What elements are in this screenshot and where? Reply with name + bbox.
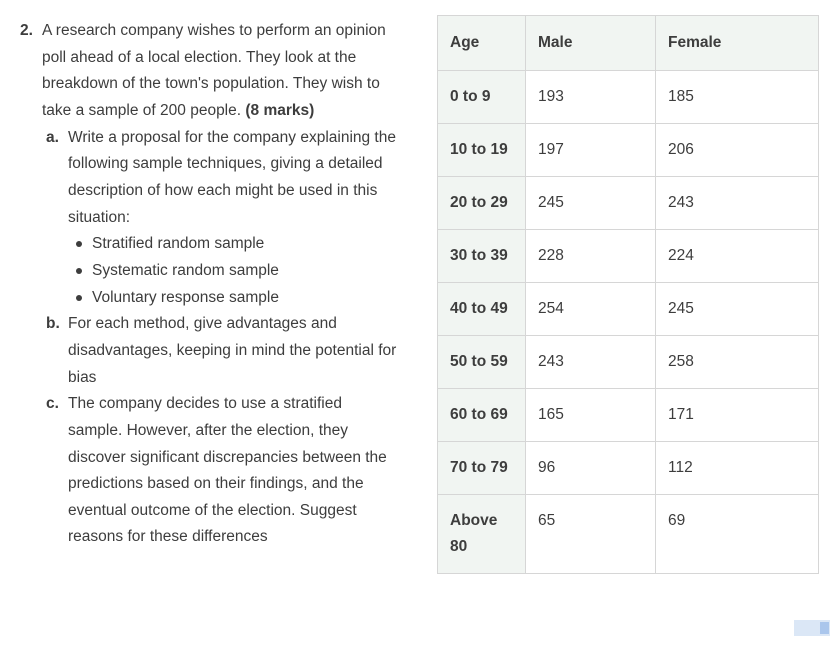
female-cell: 224 xyxy=(655,229,819,284)
table-row: 0 to 9 193 185 xyxy=(437,70,819,125)
bullet-item: Voluntary response sample xyxy=(76,285,400,312)
part-c: c. The company decides to use a stratifi… xyxy=(46,391,412,551)
part-b-body: For each method, give advantages and dis… xyxy=(68,311,400,391)
age-cell: 60 to 69 xyxy=(437,388,526,443)
table-row: 30 to 39 228 224 xyxy=(437,229,819,284)
age-cell: Above 80 xyxy=(437,494,526,575)
question-body: A research company wishes to perform an … xyxy=(42,18,412,551)
male-cell: 254 xyxy=(525,282,656,337)
age-cell: 10 to 19 xyxy=(437,123,526,178)
table-row: 70 to 79 96 112 xyxy=(437,441,819,496)
age-cell: 20 to 29 xyxy=(437,176,526,231)
female-cell: 112 xyxy=(655,441,819,496)
age-cell: 50 to 59 xyxy=(437,335,526,390)
part-a-text: Write a proposal for the company explain… xyxy=(68,128,396,226)
bullet-list: Stratified random sample Systematic rand… xyxy=(76,231,400,311)
age-cell: 40 to 49 xyxy=(437,282,526,337)
table-row: 10 to 19 197 206 xyxy=(437,123,819,178)
table-row: 40 to 49 254 245 xyxy=(437,282,819,337)
male-cell: 245 xyxy=(525,176,656,231)
header-cell-male: Male xyxy=(525,14,656,72)
female-cell: 171 xyxy=(655,388,819,443)
table-row: 60 to 69 165 171 xyxy=(437,388,819,443)
table-row: 20 to 29 245 243 xyxy=(437,176,819,231)
female-cell: 69 xyxy=(655,494,819,575)
female-cell: 245 xyxy=(655,282,819,337)
question-block: 2. A research company wishes to perform … xyxy=(20,18,424,551)
marks-label: (8 marks) xyxy=(245,101,315,119)
part-a-label: a. xyxy=(46,128,59,146)
female-cell: 185 xyxy=(655,70,819,125)
question-number: 2. xyxy=(20,22,33,39)
female-cell: 243 xyxy=(655,176,819,231)
part-b: b. For each method, give advantages and … xyxy=(46,311,412,391)
age-cell: 30 to 39 xyxy=(437,229,526,284)
male-cell: 65 xyxy=(525,494,656,575)
female-cell: 258 xyxy=(655,335,819,390)
scrollbar-thumb[interactable] xyxy=(820,622,829,634)
bullet-text: Systematic random sample xyxy=(92,261,279,279)
header-cell-female: Female xyxy=(655,14,819,72)
male-cell: 197 xyxy=(525,123,656,178)
age-cell: 70 to 79 xyxy=(437,441,526,496)
bullet-dot-icon xyxy=(76,267,82,274)
male-cell: 96 xyxy=(525,441,656,496)
female-cell: 206 xyxy=(655,123,819,178)
part-a-body: Write a proposal for the company explain… xyxy=(68,125,400,312)
part-c-label: c. xyxy=(46,395,59,413)
part-c-body: The company decides to use a stratified … xyxy=(68,391,400,551)
part-b-label: b. xyxy=(46,315,60,333)
male-cell: 193 xyxy=(525,70,656,125)
bullet-item: Stratified random sample xyxy=(76,231,400,258)
table-row: Above 80 65 69 xyxy=(437,494,819,575)
part-a: a. Write a proposal for the company expl… xyxy=(46,125,412,312)
question-intro: A research company wishes to perform an … xyxy=(42,18,398,125)
header-cell-age: Age xyxy=(437,14,526,72)
bullet-item: Systematic random sample xyxy=(76,258,400,285)
bullet-text: Stratified random sample xyxy=(92,235,265,253)
horizontal-scrollbar[interactable] xyxy=(794,620,830,636)
part-b-text: For each method, give advantages and dis… xyxy=(68,315,397,386)
question-intro-text: A research company wishes to perform an … xyxy=(42,22,386,119)
bullet-dot-icon xyxy=(76,241,82,248)
table-header-row: Age Male Female xyxy=(437,14,819,72)
population-table: Age Male Female 0 to 9 193 185 10 to 19 … xyxy=(437,14,819,575)
table-row: 50 to 59 243 258 xyxy=(437,335,819,390)
male-cell: 243 xyxy=(525,335,656,390)
bullet-dot-icon xyxy=(76,294,82,301)
part-c-text: The company decides to use a stratified … xyxy=(68,395,387,546)
male-cell: 228 xyxy=(525,229,656,284)
male-cell: 165 xyxy=(525,388,656,443)
age-cell: 0 to 9 xyxy=(437,70,526,125)
bullet-text: Voluntary response sample xyxy=(92,288,279,306)
